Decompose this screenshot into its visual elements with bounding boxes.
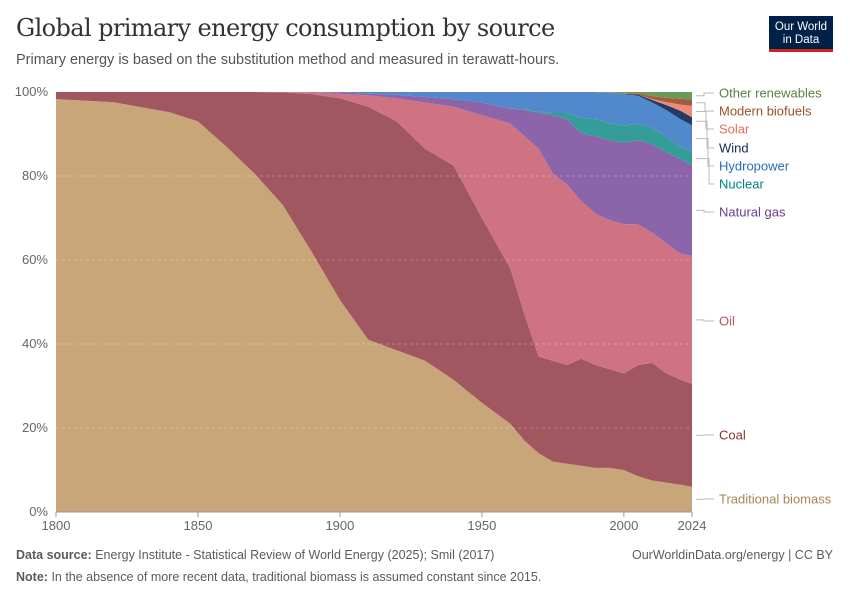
x-tick-label: 1800 [42, 518, 71, 533]
legend-connector [696, 158, 714, 185]
legend-label-wind: Wind [719, 141, 749, 156]
legend-label-coal: Coal [719, 428, 746, 443]
legend-label-solar: Solar [719, 122, 750, 137]
x-tick-label: 2000 [609, 518, 638, 533]
area-oil [56, 92, 692, 384]
area-modern-biofuels [56, 92, 692, 106]
y-tick-label: 80% [22, 168, 48, 183]
x-tick-label: 1950 [467, 518, 496, 533]
note-label: Note: [16, 570, 48, 584]
area-coal [56, 92, 692, 487]
legend-connector [696, 111, 714, 130]
legend-connector [696, 92, 714, 97]
chart-title: Global primary energy consumption by sou… [16, 14, 555, 42]
legend-label-natural-gas: Natural gas [719, 205, 786, 220]
legend-connector [696, 209, 714, 213]
legend-label-other-renewables: Other renewables [719, 86, 822, 101]
legend-label-oil: Oil [719, 314, 735, 329]
y-tick-label: 100% [15, 84, 49, 99]
source-text: Energy Institute - Statistical Review of… [95, 548, 495, 562]
source-label: Data source: [16, 548, 92, 562]
note: Note: In the absence of more recent data… [16, 570, 541, 584]
area-traditional-biomass [56, 99, 692, 512]
data-source: Data source: Energy Institute - Statisti… [16, 548, 494, 562]
legend-connector [696, 138, 714, 167]
legend-connector [696, 120, 714, 149]
area-other-renewables [56, 92, 692, 100]
legend-label-nuclear: Nuclear [719, 177, 764, 192]
x-tick-label: 1900 [325, 518, 354, 533]
legend-label-hydropower: Hydropower [719, 159, 790, 174]
y-tick-label: 40% [22, 336, 48, 351]
legend-label-modern-biofuels: Modern biofuels [719, 104, 812, 119]
area-hydropower [56, 92, 692, 153]
legend-connector [696, 319, 714, 322]
legend-label-traditional-biomass: Traditional biomass [719, 492, 832, 507]
x-tick-label: 1850 [184, 518, 213, 533]
legend-connector [696, 102, 714, 112]
owid-link[interactable]: OurWorldinData.org/energy | CC BY [631, 548, 833, 562]
y-tick-label: 60% [22, 252, 48, 267]
note-text: In the absence of more recent data, trad… [51, 570, 542, 584]
x-tick-label: 2024 [678, 518, 707, 533]
area-natural-gas [56, 92, 692, 256]
y-tick-label: 0% [29, 504, 48, 519]
owid-logo[interactable]: Our World in Data [769, 16, 833, 52]
y-tick-label: 20% [22, 420, 48, 435]
chart-subtitle: Primary energy is based on the substitut… [16, 52, 560, 68]
